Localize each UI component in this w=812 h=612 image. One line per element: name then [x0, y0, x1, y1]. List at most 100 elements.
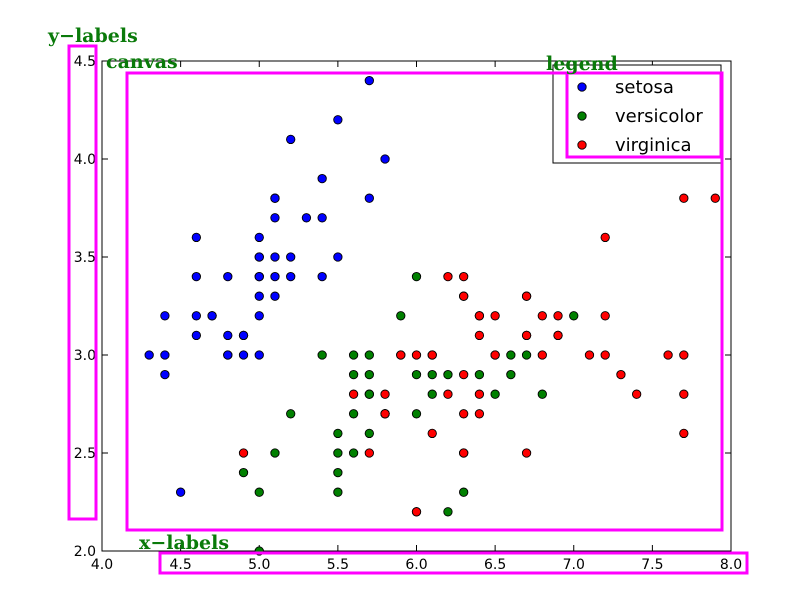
series-virginica	[238, 193, 720, 517]
data-point-setosa	[238, 350, 249, 360]
data-point-versicolor	[348, 350, 359, 360]
data-point-versicolor	[427, 369, 437, 380]
data-point-versicolor	[348, 448, 359, 458]
x-tick-label: 5.5	[327, 557, 349, 573]
data-point-virginica	[600, 232, 610, 243]
series-setosa	[144, 75, 390, 497]
data-point-virginica	[663, 350, 673, 360]
data-point-virginica	[679, 389, 689, 399]
data-point-virginica	[679, 350, 689, 360]
data-point-versicolor	[238, 467, 249, 478]
x-tick-label: 8.0	[720, 557, 742, 573]
data-point-virginica	[411, 507, 422, 517]
data-point-setosa	[270, 193, 280, 203]
data-point-versicolor	[490, 389, 500, 399]
legend-label-setosa: setosa	[615, 77, 674, 98]
data-point-virginica	[490, 311, 500, 321]
legend: setosa versicolor virginica	[552, 64, 722, 164]
y-tick-label: 4.5	[74, 54, 96, 70]
legend-annotation: legend	[546, 53, 618, 75]
data-point-virginica	[443, 271, 453, 282]
data-point-setosa	[144, 350, 154, 360]
data-point-setosa	[380, 154, 390, 164]
data-point-virginica	[459, 291, 469, 301]
data-point-virginica	[427, 428, 437, 439]
data-point-virginica	[396, 350, 406, 360]
x-tick-label: 4.5	[169, 557, 191, 573]
data-point-setosa	[254, 350, 264, 360]
data-point-setosa	[333, 252, 343, 262]
data-point-virginica	[427, 350, 437, 360]
data-point-versicolor	[506, 350, 516, 360]
data-point-versicolor	[506, 369, 516, 380]
data-point-versicolor	[443, 369, 453, 380]
data-point-virginica	[537, 311, 547, 321]
data-point-setosa	[317, 213, 327, 223]
data-point-versicolor	[569, 311, 579, 321]
data-point-virginica	[474, 389, 485, 399]
data-point-versicolor	[411, 369, 422, 380]
legend-label-virginica: virginica	[615, 135, 692, 156]
data-point-setosa	[160, 369, 170, 380]
data-point-setosa	[333, 115, 343, 125]
data-point-versicolor	[537, 389, 547, 399]
data-point-setosa	[270, 252, 280, 262]
data-point-virginica	[521, 291, 532, 301]
y-tick-label: 2.5	[74, 446, 96, 462]
data-point-setosa	[160, 350, 170, 360]
data-point-setosa	[301, 213, 312, 223]
data-point-setosa	[223, 350, 233, 360]
data-point-virginica	[380, 409, 390, 419]
data-point-virginica	[521, 330, 532, 341]
data-point-versicolor	[333, 487, 343, 497]
data-point-setosa	[254, 291, 264, 301]
y-tick-label: 4.0	[74, 152, 96, 168]
data-point-versicolor	[443, 507, 453, 517]
x-tick-label: 4.0	[91, 557, 113, 573]
data-point-virginica	[443, 389, 453, 399]
data-point-virginica	[238, 448, 249, 458]
x-tick-label: 7.0	[563, 557, 585, 573]
data-point-setosa	[317, 173, 327, 184]
data-point-versicolor	[459, 487, 469, 497]
data-point-versicolor	[333, 428, 343, 439]
data-point-versicolor	[364, 369, 374, 380]
data-point-versicolor	[474, 369, 485, 380]
annotation-layer: y−labels canvas legend x−labels	[47, 25, 749, 575]
canvas-annotation: canvas	[106, 51, 178, 73]
y-labels-annotation: y−labels	[47, 25, 138, 47]
data-point-versicolor	[348, 369, 359, 380]
data-point-versicolor	[270, 448, 280, 458]
canvas-box	[125, 71, 724, 532]
data-point-virginica	[632, 389, 642, 399]
data-point-virginica	[474, 330, 485, 341]
data-point-setosa	[191, 271, 202, 282]
data-point-setosa	[270, 213, 280, 223]
data-point-versicolor	[317, 350, 327, 360]
data-point-virginica	[364, 448, 374, 458]
data-point-setosa	[254, 232, 264, 243]
data-point-virginica	[459, 409, 469, 419]
data-point-setosa	[175, 487, 186, 497]
data-point-setosa	[223, 330, 233, 341]
series-versicolor	[238, 271, 579, 556]
data-point-setosa	[364, 75, 374, 86]
data-point-virginica	[537, 350, 547, 360]
data-point-virginica	[521, 448, 532, 458]
data-point-versicolor	[348, 409, 359, 419]
data-point-versicolor	[364, 389, 374, 399]
data-point-versicolor	[427, 389, 437, 399]
data-point-virginica	[600, 311, 610, 321]
data-point-virginica	[553, 311, 563, 321]
data-point-setosa	[207, 311, 217, 321]
data-point-virginica	[348, 389, 359, 399]
data-point-setosa	[286, 271, 296, 282]
data-point-virginica	[490, 350, 500, 360]
data-point-virginica	[584, 350, 595, 360]
data-point-virginica	[616, 369, 626, 380]
legend-marker-virginica	[577, 140, 587, 150]
data-point-setosa	[317, 271, 327, 282]
legend-annotation-box	[565, 71, 723, 159]
data-point-setosa	[191, 330, 202, 341]
data-point-setosa	[223, 271, 233, 282]
